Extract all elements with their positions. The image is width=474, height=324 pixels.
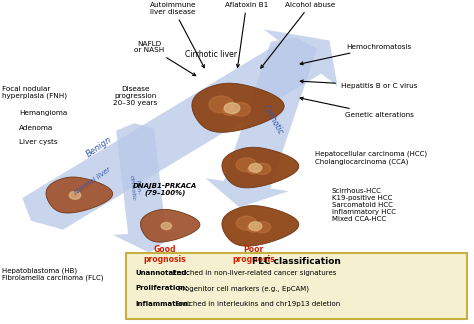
Text: Hepatitis B or C virus: Hepatitis B or C virus [300,80,418,89]
Polygon shape [192,83,284,132]
Text: Poor
prognosis: Poor prognosis [232,245,275,264]
Polygon shape [22,29,337,230]
Text: Benign: Benign [85,135,114,159]
Text: Autoimmune
liver disease: Autoimmune liver disease [150,2,204,68]
Polygon shape [222,205,299,246]
Circle shape [249,222,262,231]
Circle shape [236,216,257,230]
Text: Cirrhotic liver: Cirrhotic liver [185,50,237,59]
Circle shape [254,163,271,175]
Text: Unannotated:: Unannotated: [135,270,189,276]
Text: Disease
progression
20–30 years: Disease progression 20–30 years [113,86,157,106]
Polygon shape [140,209,200,242]
FancyBboxPatch shape [126,253,467,319]
Text: Hepatoblastoma (HB)
Fibrolamella carcinoma (FLC): Hepatoblastoma (HB) Fibrolamella carcino… [2,267,104,281]
Text: Scirrhous-HCC
K19-positive HCC
Sarcomatoid HCC
Inflammatory HCC
Mixed CCA-HCC: Scirrhous-HCC K19-positive HCC Sarcomato… [332,188,396,222]
Text: Normal liver: Normal liver [73,167,112,196]
Circle shape [224,103,240,113]
Text: Hemochromatosis: Hemochromatosis [300,44,412,65]
Circle shape [248,224,259,232]
Text: Hemangioma: Hemangioma [19,110,67,116]
Circle shape [248,166,259,174]
Text: Inflammation:: Inflammation: [135,301,191,307]
Text: Non-
cirrhotic: Non- cirrhotic [128,175,142,201]
Text: DNAJB1-PRKACA
(79–100%): DNAJB1-PRKACA (79–100%) [133,182,197,196]
Circle shape [249,163,262,172]
Text: NAFLD
or NASH: NAFLD or NASH [134,40,196,75]
Polygon shape [222,147,299,188]
Polygon shape [46,177,113,213]
Text: Aflatoxin B1: Aflatoxin B1 [225,2,268,67]
Text: Enriched in interleukins and chr19p13 deletion: Enriched in interleukins and chr19p13 de… [173,301,340,307]
Text: Hepatocellular carcinoma (HCC)
Cholangiocarcinoma (CCA): Hepatocellular carcinoma (HCC) Cholangio… [315,151,428,165]
Text: Genetic alterations: Genetic alterations [300,97,414,118]
Text: Cirrhotic: Cirrhotic [261,103,284,136]
Circle shape [209,96,234,113]
Circle shape [223,106,237,115]
Text: Alcohol abuse: Alcohol abuse [261,2,336,68]
Text: FLC classification: FLC classification [252,257,341,266]
Circle shape [69,191,81,199]
Polygon shape [205,38,317,207]
Text: Proliferation:: Proliferation: [135,285,188,292]
Text: Progenitor cell markers (e.g., EpCAM): Progenitor cell markers (e.g., EpCAM) [176,285,309,292]
Circle shape [161,222,172,230]
Text: Adenoma: Adenoma [19,125,53,131]
Text: Good
prognosis: Good prognosis [144,245,186,264]
Text: Enriched in non-liver-related cancer signatures: Enriched in non-liver-related cancer sig… [170,270,337,276]
Text: Focal nodular
hyperplasia (FNH): Focal nodular hyperplasia (FNH) [2,86,67,99]
Circle shape [236,158,257,172]
Polygon shape [113,123,181,253]
Circle shape [254,222,271,233]
Circle shape [230,102,250,116]
Text: Liver cysts: Liver cysts [19,139,57,145]
